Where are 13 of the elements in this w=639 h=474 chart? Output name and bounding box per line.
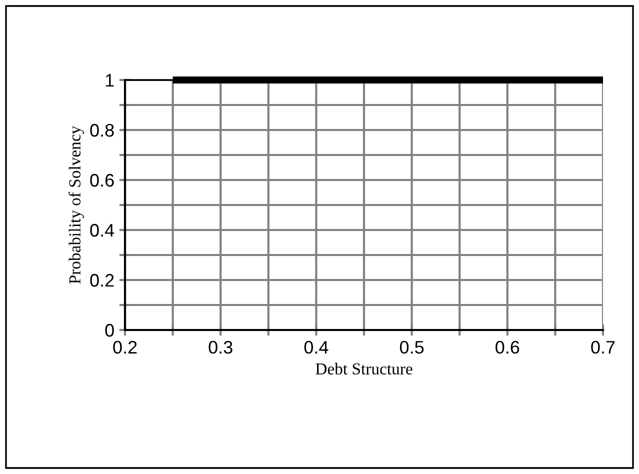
y-tick-label: 0.8 xyxy=(90,124,114,137)
x-tick-label: 0.6 xyxy=(496,340,520,354)
y-axis-title: Probability of Solvency xyxy=(68,126,84,284)
x-axis-title: Debt Structure xyxy=(316,362,412,375)
y-tick-label: 1 xyxy=(106,74,114,87)
x-tick-label: 0.5 xyxy=(400,340,424,354)
x-tick-label: 0.3 xyxy=(208,340,232,354)
x-tick-label: 0.7 xyxy=(591,340,615,354)
y-tick-label: 0.6 xyxy=(90,174,114,187)
x-tick-label: 0.4 xyxy=(304,340,328,354)
y-tick-label: 0 xyxy=(105,324,114,337)
y-tick-label: 0.2 xyxy=(90,274,114,287)
y-tick-label: 0.4 xyxy=(90,224,114,237)
